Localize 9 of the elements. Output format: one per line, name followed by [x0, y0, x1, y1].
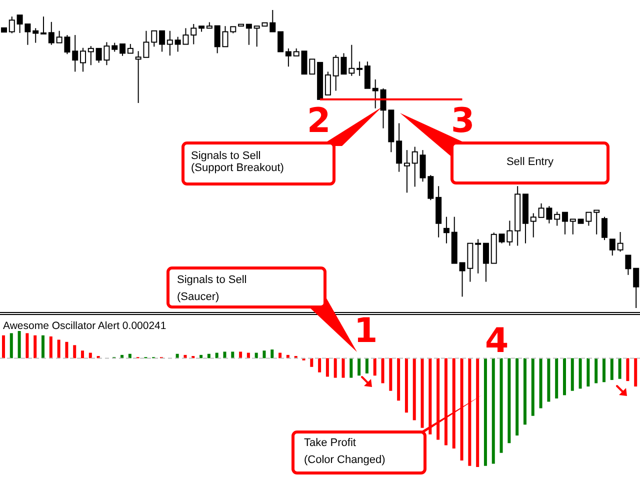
annotation: 2: [307, 101, 331, 141]
annotation: Signals to Sell (Saucer): [177, 273, 247, 305]
annotation: Signals to Sell (Support Breakout): [191, 150, 284, 174]
annotation: 3: [451, 101, 475, 141]
annotation: 1: [354, 311, 378, 351]
annotation: 4: [485, 321, 509, 361]
annotation: Take Profit (Color Changed): [304, 436, 386, 468]
annotation: Sell Entry: [505, 155, 555, 169]
chart-title: Awesome Oscillator Alert 0.000241: [3, 320, 166, 332]
